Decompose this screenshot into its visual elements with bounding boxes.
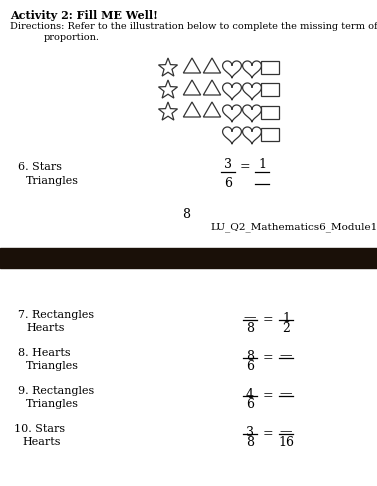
Text: —: —: [280, 426, 292, 438]
Bar: [0, 248, 377, 268]
Text: 8: 8: [246, 322, 254, 334]
Text: 2: 2: [282, 322, 290, 334]
Text: proportion.: proportion.: [44, 33, 100, 42]
Text: =: =: [263, 389, 273, 402]
Text: =: =: [240, 160, 250, 173]
Text: 1: 1: [282, 312, 290, 325]
Text: 6: 6: [246, 360, 254, 372]
Text: 8: 8: [246, 435, 254, 449]
Text: 6: 6: [224, 177, 232, 190]
Text: 9. Rectangles: 9. Rectangles: [18, 386, 94, 396]
Text: Hearts: Hearts: [26, 323, 64, 333]
Text: 1: 1: [258, 158, 266, 171]
Text: —: —: [280, 387, 292, 400]
Text: 3: 3: [224, 158, 232, 171]
Text: Activity 2: Fill ME Well!: Activity 2: Fill ME Well!: [10, 10, 158, 21]
Text: =: =: [263, 351, 273, 364]
Bar: [261, 62, 279, 74]
Text: 6: 6: [246, 398, 254, 411]
Text: —: —: [280, 349, 292, 363]
Text: 3: 3: [246, 426, 254, 438]
Text: Triangles: Triangles: [26, 361, 79, 371]
Text: Directions: Refer to the illustration below to complete the missing term of the: Directions: Refer to the illustration be…: [10, 22, 377, 31]
Text: Hearts: Hearts: [22, 437, 60, 447]
Text: 10. Stars: 10. Stars: [14, 424, 65, 434]
Text: 6. Stars: 6. Stars: [18, 162, 62, 172]
Text: =: =: [263, 313, 273, 327]
Bar: [261, 127, 279, 140]
Text: Triangles: Triangles: [26, 399, 79, 409]
Text: 7. Rectangles: 7. Rectangles: [18, 310, 94, 320]
Text: 8: 8: [182, 208, 190, 221]
Text: 4: 4: [246, 387, 254, 400]
Text: 8: 8: [246, 349, 254, 363]
Text: 16: 16: [278, 435, 294, 449]
Bar: [261, 84, 279, 97]
Bar: [261, 105, 279, 119]
Text: =: =: [263, 428, 273, 440]
Text: Triangles: Triangles: [26, 176, 79, 186]
Text: —: —: [244, 312, 256, 325]
Text: LU_Q2_Mathematics6_Module1: LU_Q2_Mathematics6_Module1: [210, 222, 377, 232]
Text: 8. Hearts: 8. Hearts: [18, 348, 70, 358]
